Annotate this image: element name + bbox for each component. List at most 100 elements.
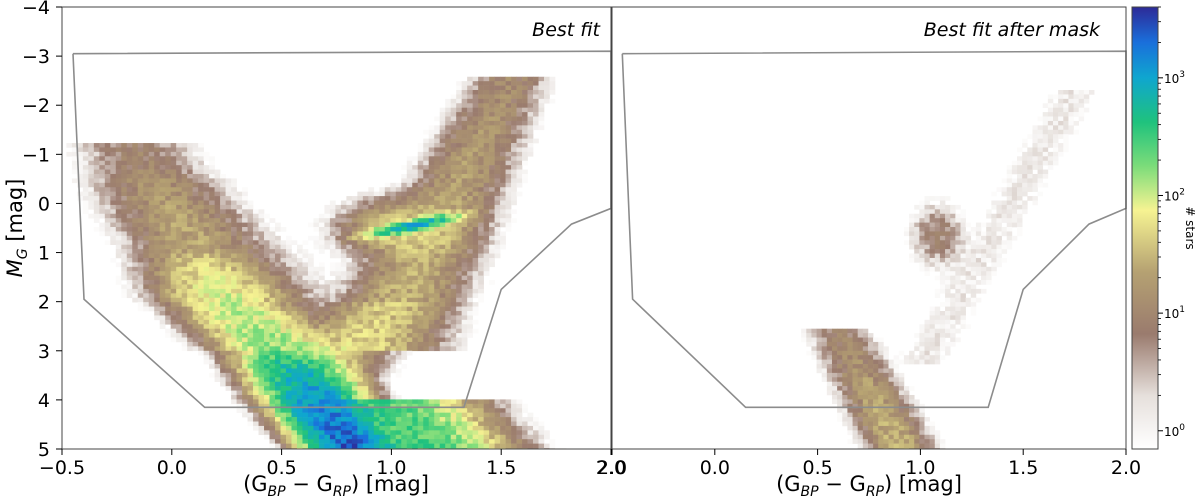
heatmap-cell (340, 266, 347, 272)
heatmap-cell (280, 275, 287, 281)
heatmap-cell (873, 368, 879, 374)
heatmap-cell (187, 341, 193, 347)
heatmap-cell (357, 315, 364, 321)
heatmap-cell (275, 257, 281, 263)
heatmap-cell (472, 306, 479, 312)
heatmap-cell (170, 200, 177, 206)
heatmap-cell (192, 271, 199, 276)
heatmap-cell (148, 266, 155, 272)
heatmap-cell (456, 430, 462, 436)
heatmap-cell (285, 372, 292, 378)
heatmap-cell (335, 372, 342, 378)
heatmap-cell (423, 412, 430, 418)
heatmap-cell (362, 275, 369, 281)
heatmap-cell (379, 275, 386, 281)
heatmap-cell (203, 218, 210, 223)
heatmap-cell (472, 134, 479, 139)
heatmap-cell (395, 231, 402, 237)
heatmap-cell (318, 399, 325, 405)
heatmap-cell (847, 381, 853, 387)
heatmap-cell (285, 319, 292, 325)
heatmap-cell (357, 412, 364, 418)
heatmap-cell (335, 381, 342, 387)
heatmap-cell (867, 346, 874, 352)
heatmap-cell (357, 333, 364, 338)
heatmap-cell (511, 187, 517, 192)
heatmap-cell (143, 275, 150, 281)
heatmap-cell (445, 169, 451, 175)
heatmap-cell (181, 266, 188, 272)
heatmap-cell (126, 253, 133, 259)
heatmap-cell (945, 333, 951, 338)
heatmap-cell (313, 341, 320, 347)
heatmap-cell (456, 425, 462, 431)
heatmap-cell (209, 235, 215, 241)
heatmap-cell (137, 227, 144, 232)
heatmap-cell (981, 222, 987, 228)
heatmap-cell (242, 341, 248, 347)
heatmap-cell (275, 346, 281, 352)
heatmap-cell (302, 439, 309, 444)
heatmap-cell (395, 271, 402, 276)
heatmap-cell (181, 319, 188, 325)
heatmap-cell (456, 328, 462, 334)
heatmap-cell (346, 319, 353, 325)
heatmap-cell (456, 213, 462, 219)
heatmap-cell (929, 328, 936, 334)
heatmap-cell (236, 231, 243, 237)
heatmap-cell (148, 240, 155, 245)
heatmap-cell (368, 408, 375, 413)
heatmap-cell (428, 266, 435, 272)
heatmap-cell (903, 386, 910, 391)
heatmap-cell (883, 372, 889, 378)
heatmap-cell (379, 302, 386, 307)
heatmap-cell (368, 372, 375, 378)
heatmap-cell (483, 125, 490, 131)
heatmap-cell (434, 143, 441, 148)
heatmap-cell (384, 182, 391, 188)
heatmap-cell (522, 112, 528, 117)
heatmap-cell (505, 425, 512, 431)
heatmap-cell (857, 337, 864, 343)
heatmap-cell (269, 386, 276, 391)
heatmap-cell (154, 240, 161, 245)
heatmap-cell (214, 284, 221, 290)
heatmap-cell (527, 147, 534, 153)
heatmap-cell (264, 288, 270, 294)
heatmap-cell (291, 280, 298, 285)
heatmap-cell (148, 280, 155, 285)
heatmap-cell (489, 257, 495, 263)
heatmap-cell (154, 231, 161, 237)
heatmap-cell (384, 408, 391, 413)
heatmap-cell (340, 412, 347, 418)
heatmap-cell (351, 257, 358, 263)
heatmap-cell (883, 421, 889, 427)
heatmap-cell (456, 341, 462, 347)
heatmap-cell (434, 417, 441, 422)
heatmap-cell (362, 266, 369, 272)
heatmap-cell (247, 364, 254, 369)
heatmap-cell (264, 412, 270, 418)
heatmap-cell (439, 200, 446, 206)
heatmap-cell (516, 173, 523, 179)
heatmap-cell (390, 390, 397, 396)
heatmap-cell (159, 169, 166, 175)
heatmap-cell (176, 302, 182, 307)
heatmap-cell (873, 421, 879, 427)
heatmap-cell (934, 218, 941, 223)
heatmap-cell (516, 165, 523, 170)
heatmap-cell (483, 412, 490, 418)
heatmap-cell (837, 346, 843, 352)
heatmap-cell (187, 191, 193, 197)
heatmap-cell (247, 337, 254, 343)
heatmap-cell (209, 169, 215, 175)
heatmap-cell (209, 271, 215, 276)
heatmap-cell (258, 333, 265, 338)
heatmap-cell (445, 346, 451, 352)
heatmap-cell (456, 297, 462, 303)
heatmap-cell (137, 196, 144, 201)
heatmap-cell (544, 98, 550, 104)
heatmap-cell (88, 191, 95, 197)
heatmap-cell (291, 355, 298, 360)
heatmap-cell (181, 218, 188, 223)
